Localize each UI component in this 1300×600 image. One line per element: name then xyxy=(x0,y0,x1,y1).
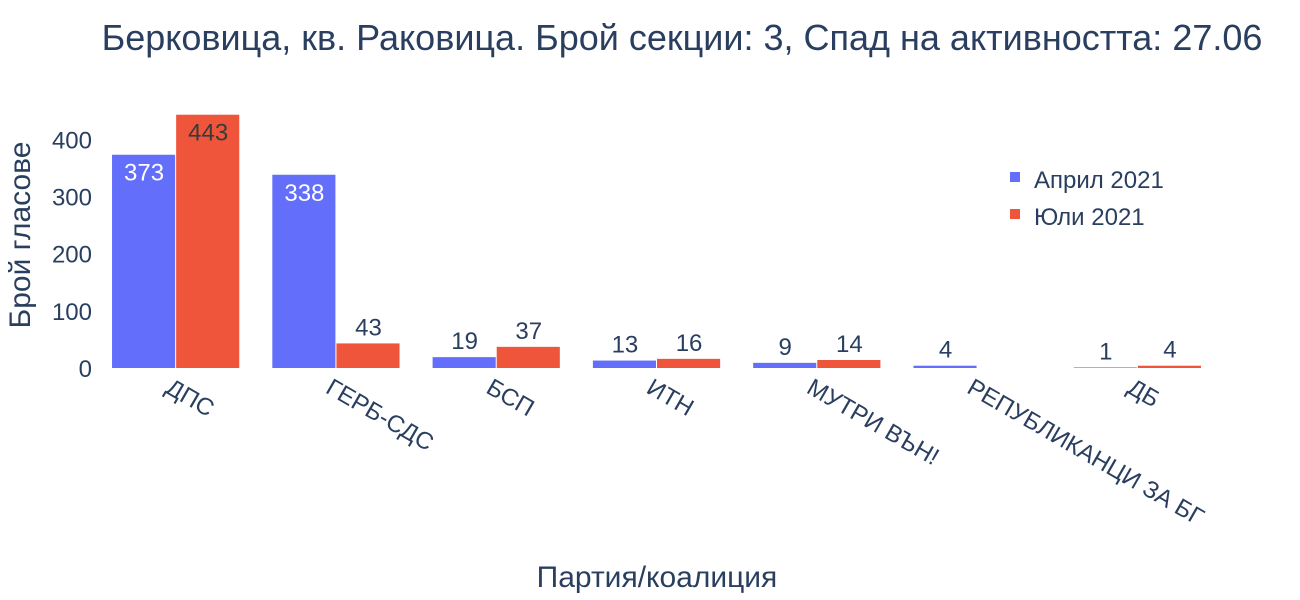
bar xyxy=(176,114,240,368)
data-label: 4 xyxy=(939,337,952,364)
y-tick-label: 100 xyxy=(52,299,92,326)
x-tick-label: МУТРИ ВЪН! xyxy=(802,374,943,471)
y-tick-label: 200 xyxy=(52,242,92,269)
data-label: 443 xyxy=(188,120,228,147)
x-tick-label: РЕПУБЛИКАНЦИ ЗА БГ xyxy=(963,374,1209,531)
data-label: 16 xyxy=(676,330,703,357)
data-label: 19 xyxy=(451,328,478,355)
data-label: 43 xyxy=(355,314,382,341)
data-label: 338 xyxy=(284,180,324,207)
data-label: 1 xyxy=(1099,338,1112,365)
data-label: 14 xyxy=(836,331,863,358)
x-axis-title: Партия/коалиция xyxy=(537,561,778,594)
data-label: 9 xyxy=(779,334,792,361)
y-tick-label: 0 xyxy=(79,356,92,383)
bar xyxy=(592,360,656,368)
x-tick-label: ДПС xyxy=(161,374,219,423)
y-tick-label: 300 xyxy=(52,184,92,211)
data-label: 4 xyxy=(1163,337,1176,364)
bar xyxy=(496,346,560,368)
x-axis-ticks: ДПС ГЕРБ-СДС БСП ИТН МУТРИ ВЪН! РЕПУБЛИКАНЦИ … xyxy=(161,374,1208,531)
x-tick-label: ГЕРБ-СДС xyxy=(321,374,438,457)
data-label: 373 xyxy=(124,160,164,187)
bar xyxy=(753,362,817,368)
bar xyxy=(432,357,496,368)
chart-title: Берковица, кв. Раковица. Брой секции: 3,… xyxy=(102,17,1263,58)
legend-swatch xyxy=(1010,209,1020,219)
bar xyxy=(1137,365,1201,368)
legend: Април 2021 Юли 2021 xyxy=(1010,167,1164,231)
data-label: 37 xyxy=(515,318,542,345)
y-tick-label: 400 xyxy=(52,127,92,154)
x-tick-label: БСП xyxy=(482,374,539,422)
bar xyxy=(657,358,721,368)
bar xyxy=(1073,367,1137,368)
x-tick-label: ИТН xyxy=(642,374,698,422)
data-label: 13 xyxy=(612,332,639,359)
bar xyxy=(913,365,977,368)
bars-group xyxy=(112,114,1201,368)
legend-swatch xyxy=(1010,172,1020,182)
bar xyxy=(336,343,400,368)
bar xyxy=(272,174,336,368)
x-tick-label: ДБ xyxy=(1123,374,1164,413)
bar xyxy=(817,359,881,368)
bar xyxy=(112,154,176,368)
y-axis-title: Брой гласове xyxy=(4,142,37,329)
legend-label: Април 2021 xyxy=(1034,167,1164,194)
y-axis-ticks: 0 100 200 300 400 xyxy=(52,127,92,383)
legend-label: Юли 2021 xyxy=(1034,204,1145,231)
